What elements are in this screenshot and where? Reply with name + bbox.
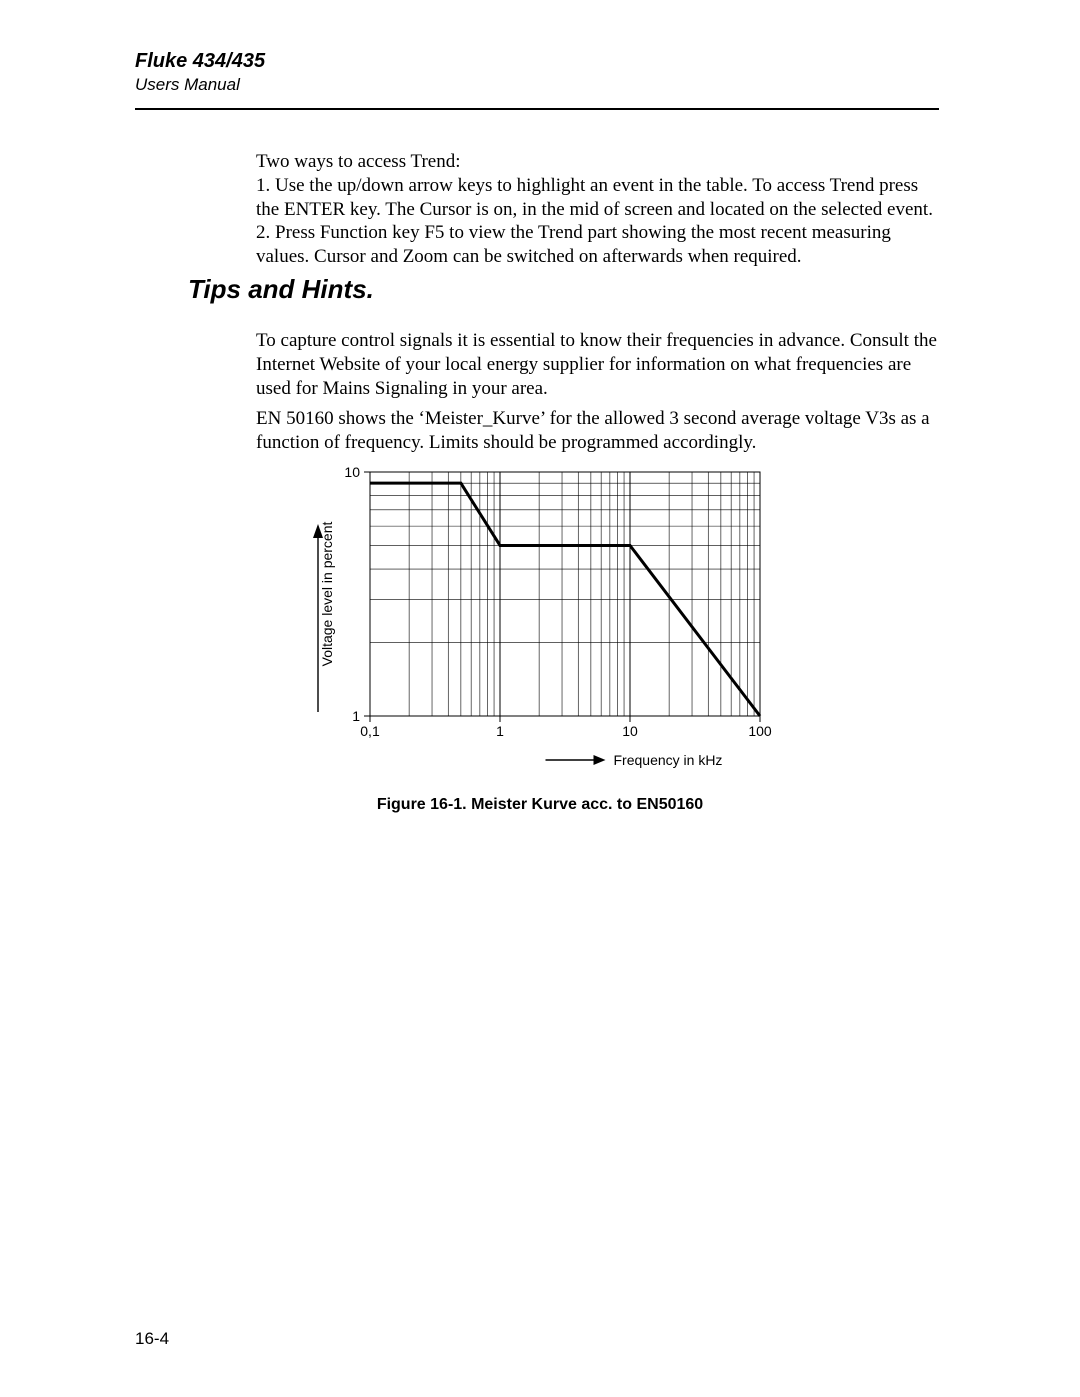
svg-text:10: 10 bbox=[622, 723, 638, 739]
intro-p2: 1. Use the up/down arrow keys to highlig… bbox=[256, 174, 940, 222]
section-title: Tips and Hints. bbox=[188, 274, 374, 305]
hdr-rule bbox=[135, 108, 939, 110]
tips-p2: EN 50160 shows the ‘Meister_Kurve’ for t… bbox=[256, 407, 940, 455]
svg-text:1: 1 bbox=[496, 723, 504, 739]
svg-text:10: 10 bbox=[344, 464, 360, 480]
intro-p3: 2. Press Function key F5 to view the Tre… bbox=[256, 221, 940, 269]
svg-text:1: 1 bbox=[352, 708, 360, 724]
intro-p1: Two ways to access Trend: bbox=[256, 150, 940, 174]
hdr-doc: Users Manual bbox=[135, 75, 265, 95]
meister-chart: 0,1110100110Voltage level in percentFreq… bbox=[270, 460, 810, 814]
hdr-model: Fluke 434/435 bbox=[135, 50, 265, 73]
svg-text:100: 100 bbox=[748, 723, 772, 739]
svg-text:0,1: 0,1 bbox=[360, 723, 380, 739]
svg-text:Voltage level in percent: Voltage level in percent bbox=[319, 522, 335, 667]
chart-caption: Figure 16-1. Meister Kurve acc. to EN501… bbox=[270, 796, 810, 814]
page-number: 16-4 bbox=[135, 1329, 169, 1349]
svg-text:Frequency in kHz: Frequency in kHz bbox=[614, 752, 723, 768]
